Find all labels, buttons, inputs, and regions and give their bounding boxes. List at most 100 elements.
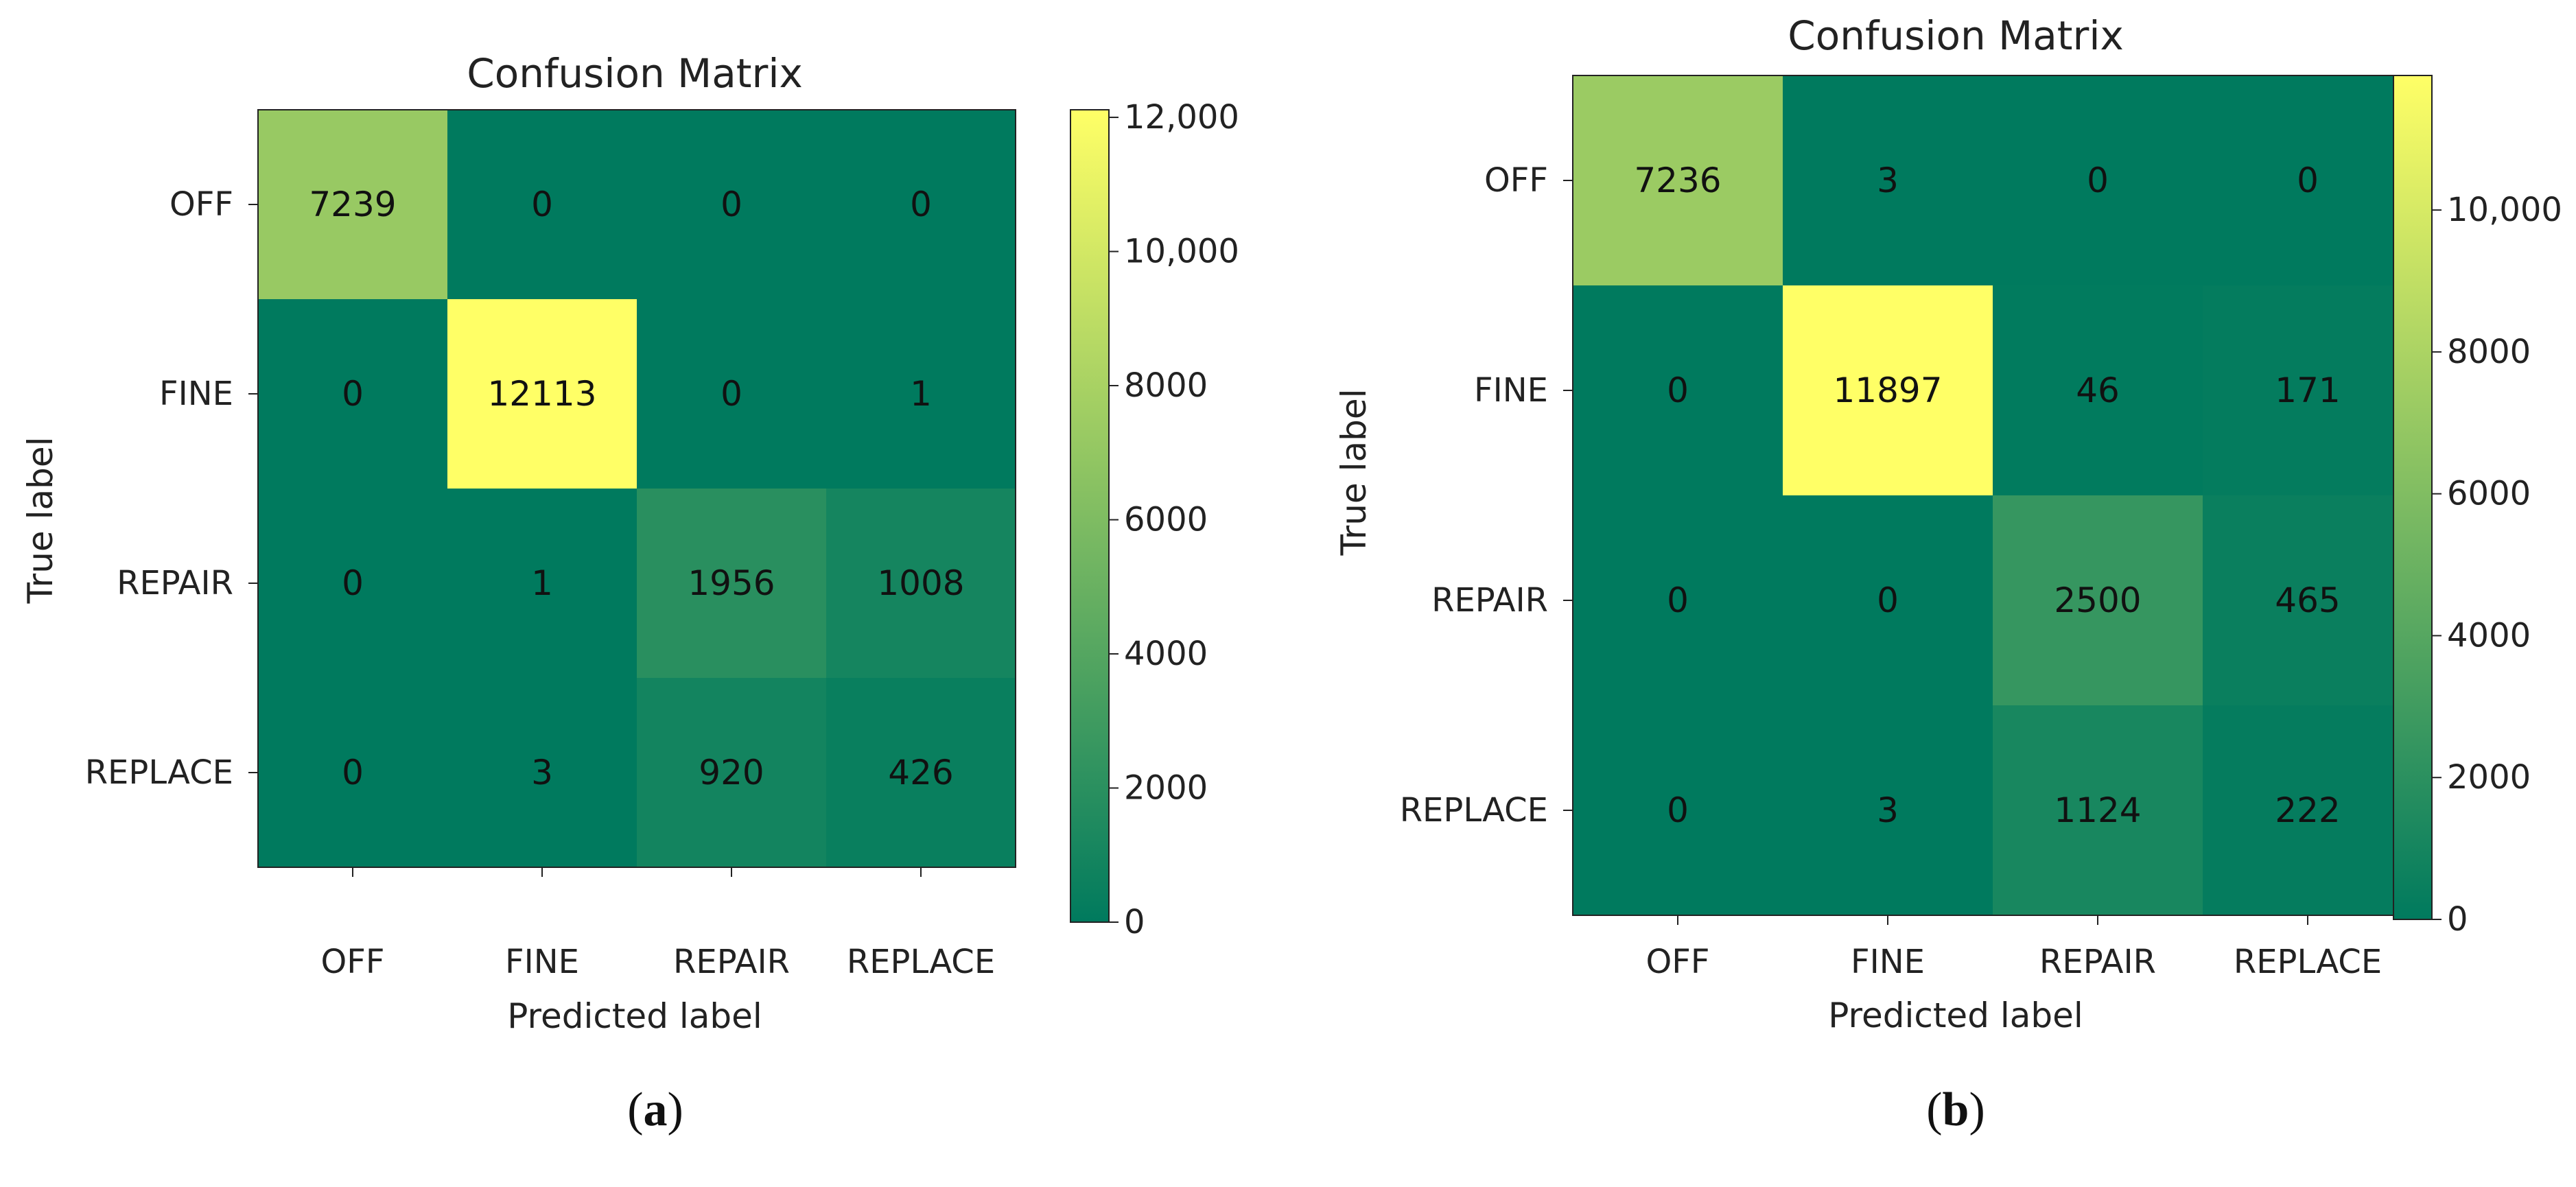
panel-b-heatmap: 7236 3 0 0 0 11897 46 171 0 0 2500 465 0 3 1124 222	[1572, 75, 2413, 916]
panel-a-cell-replace-fine	[447, 678, 637, 867]
panel-b-cell-off-off	[1573, 75, 1783, 285]
panel-b-cell-value: 1124	[2054, 790, 2141, 830]
panel-a-colorbar-tick-label: 10,000	[1124, 233, 1239, 271]
panel-a-cell-value: 3	[531, 753, 553, 792]
panel-b-colorbar-gradient	[2393, 75, 2433, 920]
panel-a-y-tick-off: OFF	[169, 185, 233, 224]
panel-b-cell-value: 11897	[1833, 371, 1942, 410]
panel-a-colorbar-tick-label: 0	[1124, 903, 1145, 941]
panel-a-cell-fine-off	[258, 299, 447, 489]
panel-b-cell-value: 46	[2076, 371, 2120, 410]
panel-a-cell-value: 0	[342, 563, 364, 603]
panel-b-cell-repair-replace	[2203, 495, 2413, 705]
panel-a-cell-off-repair	[637, 110, 826, 299]
panel-a-cell-replace-off	[258, 678, 447, 867]
panel-b-cell-value: 465	[2275, 580, 2340, 620]
panel-b-cell-fine-replace	[2203, 285, 2413, 495]
panel-a-cell-value: 0	[531, 185, 553, 224]
panel-a-colorbar-tick-label: 8000	[1124, 366, 1208, 405]
panel-a-cell-value: 12113	[487, 374, 596, 414]
panel-a-cell-value: 426	[888, 753, 953, 792]
panel-b-cell-value: 222	[2275, 790, 2340, 830]
panel-b-y-tick-repair: REPAIR	[1431, 581, 1548, 620]
panel-a-cell-value: 920	[699, 753, 764, 792]
panel-b-cell-value: 0	[1667, 371, 1689, 410]
panel-a-x-tick-replace: REPLACE	[847, 943, 995, 981]
panel-a-cell-value: 0	[721, 185, 742, 224]
panel-a-cell-value: 1956	[688, 563, 775, 603]
panel-b-x-tick-replace: REPLACE	[2234, 943, 2382, 981]
panel-a-colorbar-tick-label: 6000	[1124, 501, 1208, 539]
panel-b-cell-fine-repair	[1993, 285, 2203, 495]
panel-b-x-tick-labels: OFF FINE REPAIR REPLACE	[1646, 915, 2382, 981]
panel-a-cell-value: 0	[910, 185, 932, 224]
panel-b-cell-repair-off	[1573, 495, 1783, 705]
panel-b-colorbar: 0 2000 4000 6000 8000 10,000	[2393, 75, 2562, 939]
panel-b-title: Confusion Matrix	[1788, 12, 2124, 59]
panel-b-cell-repair-repair	[1993, 495, 2203, 705]
panel-b-x-axis-label: Predicted label	[1828, 996, 2083, 1035]
panel-b-colorbar-tick-label: 2000	[2447, 758, 2531, 797]
panel-a-cell-value: 0	[342, 753, 364, 792]
panel-a-cell-repair-fine	[447, 489, 637, 678]
panel-b-x-tick-fine: FINE	[1851, 943, 1925, 981]
panel-b-cell-repair-fine	[1783, 495, 1993, 705]
panel-b-caption: (b)	[1926, 1083, 1985, 1136]
panel-a-colorbar-tick-label: 4000	[1124, 635, 1208, 673]
panel-a-x-tick-repair: REPAIR	[673, 943, 790, 981]
panel-b-cell-off-fine	[1783, 75, 1993, 285]
panel-a-colorbar-tick-label: 12,000	[1124, 98, 1239, 137]
panel-a-cell-value: 0	[342, 374, 364, 414]
panel-b-colorbar-tick-label: 8000	[2447, 333, 2531, 371]
panel-b-cell-fine-off	[1573, 285, 1783, 495]
panel-a-cell-off-fine	[447, 110, 637, 299]
panel-a-cell-repair-replace	[826, 489, 1016, 678]
panel-a-cell-fine-replace	[826, 299, 1016, 489]
panel-a: Confusion Matrix 7239 0 0 0 0 12113 0 1 0 1 1956 10…	[21, 50, 1239, 1136]
panel-a-y-tick-repair: REPAIR	[117, 564, 233, 602]
panel-b-cell-value: 171	[2275, 371, 2340, 410]
panel-b-x-tick-off: OFF	[1646, 943, 1710, 981]
panel-a-title: Confusion Matrix	[467, 50, 803, 97]
panel-b-x-tick-repair: REPAIR	[2039, 943, 2156, 981]
panel-b-colorbar-tick-label: 0	[2447, 900, 2468, 939]
panel-a-caption-letter: a	[644, 1083, 668, 1136]
panel-a-y-tick-fine: FINE	[159, 375, 233, 413]
panel-a-cell-fine-repair	[637, 299, 826, 489]
panel-a-cell-value: 0	[721, 374, 742, 414]
panel-b-caption-letter: b	[1943, 1083, 1969, 1136]
panel-b-cell-value: 0	[2087, 161, 2109, 200]
panel-b-colorbar-tick-label: 6000	[2447, 475, 2531, 513]
panel-b-cell-value: 0	[1877, 580, 1899, 620]
panel-a-x-tick-off: OFF	[321, 943, 385, 981]
panel-a-x-tick-labels: OFF FINE REPAIR REPLACE	[321, 867, 995, 981]
panel-b-cell-off-repair	[1993, 75, 2203, 285]
panel-a-x-axis-label: Predicted label	[507, 996, 762, 1036]
panel-a-cell-value: 1008	[877, 563, 964, 603]
panel-a-cell-off-replace	[826, 110, 1016, 299]
panel-b-y-tick-off: OFF	[1484, 161, 1548, 200]
panel-b-cell-value: 3	[1877, 161, 1899, 200]
panel-b-cell-value: 0	[1667, 790, 1689, 830]
panel-b-cell-fine-fine	[1783, 285, 1993, 495]
panel-a-y-tick-labels: OFF FINE REPAIR REPLACE	[85, 185, 258, 792]
panel-b-colorbar-tick-label: 10,000	[2447, 191, 2562, 229]
panel-b-cell-replace-repair	[1993, 705, 2203, 915]
panel-a-colorbar: 0 2000 4000 6000 8000 10,000 12,000	[1070, 98, 1239, 941]
panel-a-y-axis-label: True label	[21, 436, 60, 604]
panel-a-cell-replace-replace	[826, 678, 1016, 867]
panel-a-colorbar-tick-label: 2000	[1124, 769, 1208, 808]
panel-b-cell-off-replace	[2203, 75, 2413, 285]
panel-b-cell-replace-fine	[1783, 705, 1993, 915]
panel-b-y-tick-fine: FINE	[1474, 371, 1548, 410]
panel-a-colorbar-gradient	[1070, 109, 1110, 923]
panel-b-cell-value: 3	[1877, 790, 1899, 830]
panel-a-heatmap: 7239 0 0 0 0 12113 0 1 0 1 1956 1008 0 3 920 426	[257, 109, 1016, 868]
panel-a-cell-value: 7239	[309, 185, 396, 224]
panel-b-y-tick-replace: REPLACE	[1400, 791, 1548, 830]
panel-b: Confusion Matrix 7236 3 0 0 0 11897 46 171 0 0 250…	[1334, 12, 2562, 1136]
panel-a-x-tick-fine: FINE	[505, 943, 579, 981]
panel-b-cell-value: 0	[2297, 161, 2319, 200]
panel-a-cell-repair-off	[258, 489, 447, 678]
